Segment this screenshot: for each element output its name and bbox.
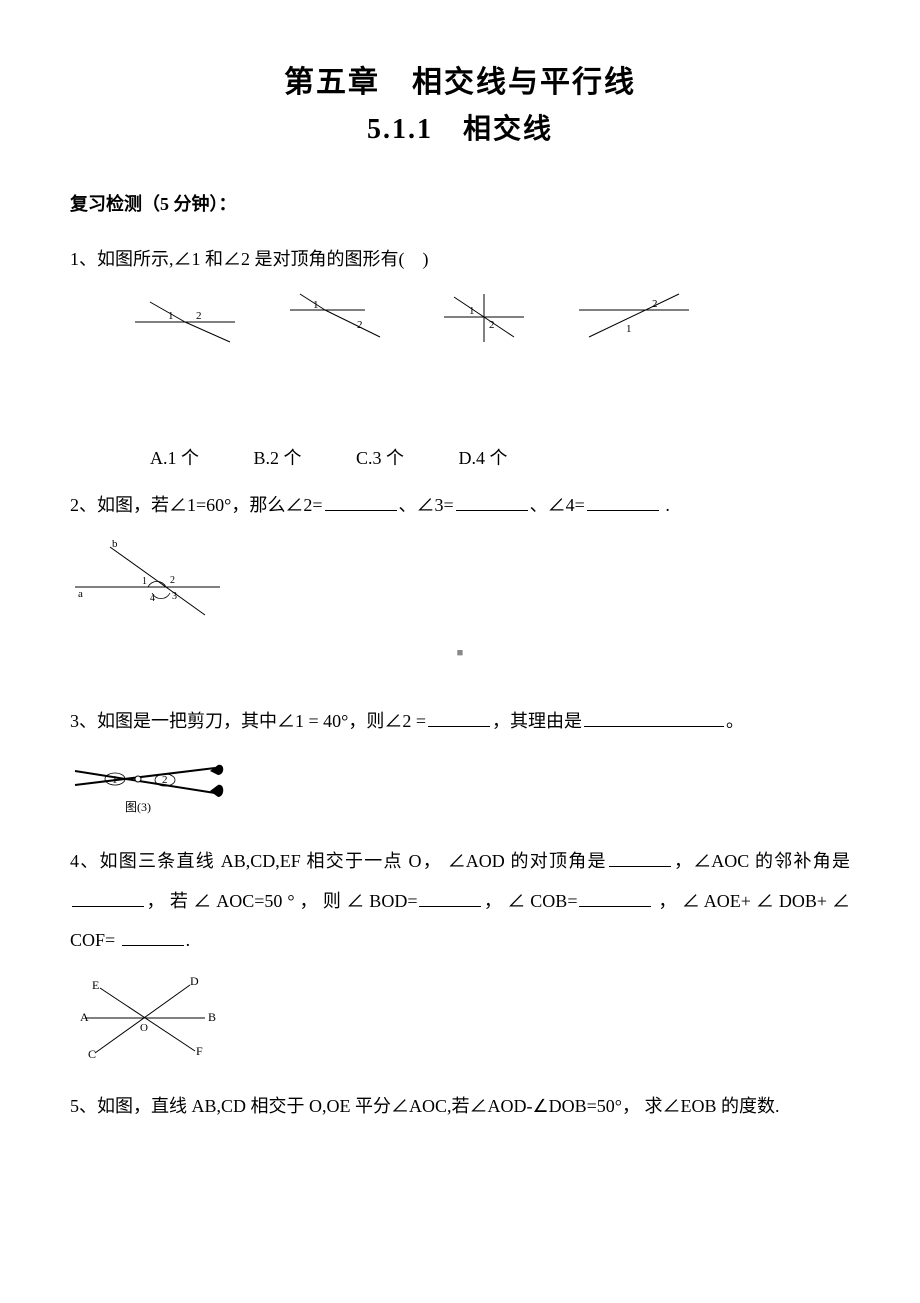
q2-t3: 、∠4=	[530, 495, 585, 515]
q1-optC: C.3 个	[356, 448, 404, 468]
q4-F: F	[196, 1044, 203, 1058]
q4-blank1	[609, 848, 671, 867]
q4-blank4	[579, 888, 651, 907]
q5-text: 5、如图，直线 AB,CD 相交于 O,OE 平分∠AOC,若∠AOD-∠DOB…	[70, 1096, 780, 1116]
q3-t2: ，则	[348, 711, 384, 731]
q4-C: C	[88, 1047, 96, 1061]
q1-fig1-l2: 2	[196, 310, 202, 322]
question-5: 5、如图，直线 AB,CD 相交于 O,OE 平分∠AOC,若∠AOD-∠DOB…	[70, 1087, 850, 1127]
page-mark: ■	[70, 645, 850, 662]
q1-fig1-l1: 1	[168, 310, 174, 322]
q1-options: A.1 个 B.2 个 C.3 个 D.4 个	[150, 445, 850, 472]
q4-blank5	[122, 927, 184, 946]
q3-t1: 3、如图是一把剪刀，其中	[70, 711, 277, 731]
q4-D: D	[190, 974, 199, 988]
q1-fig4-l1: 1	[626, 323, 632, 335]
q4-t2: ，∠AOC 的邻补角是	[673, 851, 850, 871]
q2-blank1	[325, 492, 397, 511]
q1-fig3: 1 2	[439, 292, 529, 347]
q2-blank3	[587, 492, 659, 511]
q4-O: O	[140, 1022, 148, 1034]
q1-optB: B.2 个	[254, 448, 302, 468]
q1-fig4-l2: 2	[652, 298, 658, 310]
question-1: 1、如图所示,∠1 和∠2 是对顶角的图形有( )	[70, 240, 850, 280]
q2-l2: 2	[170, 575, 175, 586]
q2-t2: 、∠3=	[399, 495, 454, 515]
q2-label-b: b	[112, 538, 118, 550]
q2-l3: 3	[172, 591, 177, 602]
q1-optD: D.4 个	[459, 448, 508, 468]
q4-blank2	[72, 888, 144, 907]
question-4: 4、如图三条直线 AB,CD,EF 相交于一点 O， ∠AOD 的对顶角是 ，∠A…	[70, 842, 850, 961]
q1-fig2-l1: 1	[313, 299, 319, 311]
q1-fig3-l2: 2	[489, 319, 495, 331]
q2-label-a: a	[78, 588, 83, 600]
question-3: 3、如图是一把剪刀，其中∠1 = 40°，则∠2 = ，其理由是 。	[70, 702, 850, 742]
q3-ang2: ∠2 =	[384, 711, 426, 731]
q3-t3: ，其理由是	[492, 711, 582, 731]
q3-figure: 1 2 图(3)	[70, 753, 850, 826]
q3-l2: 2	[162, 774, 168, 786]
q1-fig2-l2: 2	[357, 319, 363, 331]
q4-A: A	[80, 1010, 89, 1024]
q4-t6: .	[186, 930, 191, 950]
q1-fig4: 1 2	[574, 292, 694, 347]
q4-E: E	[92, 978, 99, 992]
q1-optA: A.1 个	[150, 448, 199, 468]
q3-blank2	[584, 708, 724, 727]
q3-blank1	[428, 708, 490, 727]
q1-fig2: 1 2	[285, 292, 395, 347]
q4-t3: ， 若 ∠ AOC=50 ° ， 则 ∠ BOD=	[146, 891, 417, 911]
q2-l1: 1	[142, 576, 147, 587]
q1-text: 1、如图所示,∠1 和∠2 是对顶角的图形有( )	[70, 249, 429, 269]
section-title: 5.1.1 相交线	[70, 109, 850, 151]
q3-l1: 1	[112, 774, 118, 786]
q1-fig1: 1 2	[130, 297, 240, 347]
q3-t4: 。	[726, 711, 744, 731]
q3-ang1: ∠1 = 40°	[277, 711, 348, 731]
q1-figures: 1 2 1 2 1 2 1 2	[130, 292, 850, 355]
q4-figure: A B C D E F O	[70, 973, 850, 1071]
q2-figure: a b 1 2 3 4	[70, 537, 850, 625]
q2-t1: 2、如图，若∠1=60°，那么∠2=	[70, 495, 323, 515]
q1-fig3-l1: 1	[469, 305, 475, 317]
chapter-title: 第五章 相交线与平行线	[70, 60, 850, 105]
question-2: 2、如图，若∠1=60°，那么∠2= 、∠3= 、∠4= .	[70, 486, 850, 526]
q2-blank2	[456, 492, 528, 511]
review-heading: 复习检测（5 分钟）：	[70, 191, 850, 218]
q2-t4: .	[661, 495, 670, 515]
q4-blank3	[419, 888, 481, 907]
q4-t1: 4、如图三条直线 AB,CD,EF 相交于一点 O， ∠AOD 的对顶角是	[70, 851, 607, 871]
q4-t4: ， ∠ COB=	[483, 891, 577, 911]
q3-caption: 图(3)	[125, 800, 151, 814]
q4-B: B	[208, 1010, 216, 1024]
